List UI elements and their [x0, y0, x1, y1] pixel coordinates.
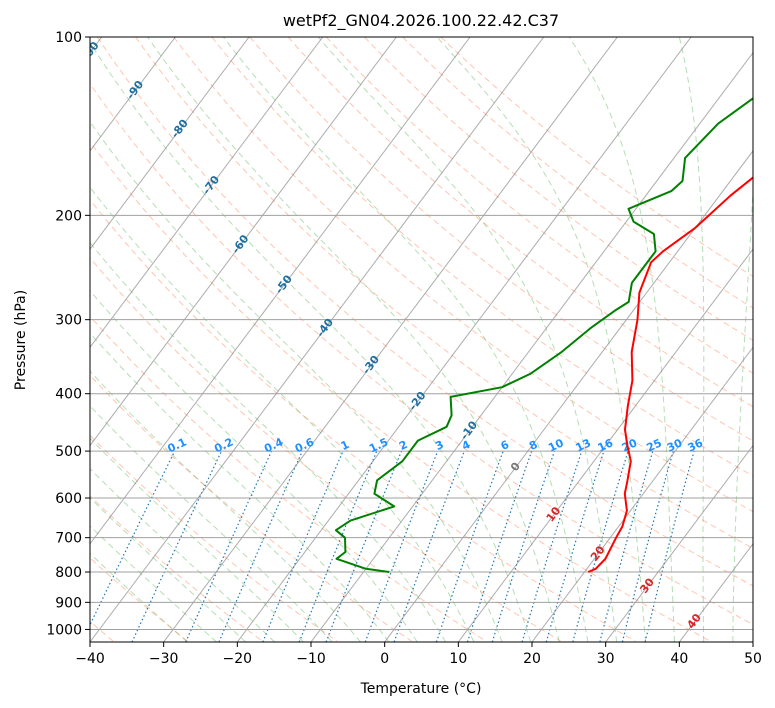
mixing-ratio-label: 10 — [546, 436, 566, 454]
moist-adiabat — [222, 37, 589, 642]
y-tick-label: 600 — [55, 491, 82, 507]
mixing-ratio-label: 20 — [620, 436, 640, 454]
mixing-ratio-line — [298, 450, 378, 642]
dry-adiabat — [90, 434, 338, 642]
x-tick-label: −40 — [75, 651, 105, 667]
isotherm — [90, 37, 397, 447]
dry-adiabat — [90, 257, 561, 642]
mixing-ratio-label: 25 — [644, 436, 663, 454]
isotherm-label: -100 — [75, 39, 102, 69]
dry-adiabat — [90, 83, 753, 626]
moist-adiabat — [90, 289, 418, 642]
moist-adiabat — [732, 180, 753, 642]
isotherm — [163, 37, 618, 642]
isotherm — [531, 346, 753, 642]
y-tick-label: 200 — [55, 208, 82, 224]
mixing-ratio-line — [621, 450, 674, 642]
y-tick-label: 100 — [55, 30, 82, 46]
mixing-ratio-line — [218, 450, 303, 642]
mixing-ratio-line — [491, 450, 555, 642]
moist-adiabat — [678, 37, 705, 642]
dry-adiabat — [90, 140, 711, 642]
x-tick-label: 50 — [744, 651, 762, 667]
isotherm — [90, 37, 176, 152]
dry-adiabat — [440, 37, 753, 278]
isotherm — [90, 37, 324, 349]
y-axis-label: Pressure (hPa) — [13, 290, 29, 390]
mixing-ratio-line — [435, 450, 504, 642]
x-tick-label: 10 — [449, 651, 467, 667]
moist-adiabat — [436, 37, 647, 642]
x-tick-label: −20 — [223, 651, 253, 667]
mixing-ratio-label: 30 — [665, 436, 685, 454]
dry-adiabat — [90, 198, 636, 642]
mixing-ratio-line — [572, 450, 629, 642]
x-tick-label: 40 — [670, 651, 688, 667]
mixing-ratio-line — [599, 450, 654, 642]
isotherm — [605, 444, 753, 642]
dry-adiabat — [135, 37, 753, 549]
isotherm — [752, 641, 753, 642]
dry-adiabat — [90, 315, 487, 642]
isotherm — [236, 37, 692, 642]
mixing-ratio-label: 16 — [596, 436, 616, 454]
mixing-ratio-line — [185, 450, 273, 642]
mixing-ratio-line — [364, 450, 439, 642]
x-tick-label: −10 — [296, 651, 326, 667]
isotherm — [384, 150, 753, 642]
dry-adiabat — [364, 37, 753, 341]
x-axis: −40 −30 −20 −10 0 10 20 30 40 50 — [75, 642, 762, 667]
plot-frame — [89, 36, 754, 643]
y-tick-label: 300 — [55, 313, 82, 329]
moist-adiabat — [317, 37, 618, 642]
moist-adiabat — [90, 121, 503, 642]
x-axis-label: Temperature (°C) — [360, 681, 482, 697]
mixing-ratio-line — [262, 450, 344, 642]
isotherm — [90, 37, 545, 642]
y-tick-label: 800 — [55, 565, 82, 581]
mixing-ratio-label: 36 — [686, 436, 706, 454]
moist-adiabat — [90, 497, 247, 642]
mixing-ratio-line — [545, 450, 605, 642]
x-tick-label: 0 — [380, 651, 389, 667]
temperature-profile-line — [587, 176, 753, 573]
moist-adiabat — [90, 41, 532, 642]
mixing-ratio-line — [90, 450, 176, 627]
x-tick-label: 20 — [523, 651, 541, 667]
chart-title: wetPf2_GN04.2026.100.22.42.C37 — [283, 11, 559, 31]
dry-adiabat — [325, 37, 753, 374]
isotherm — [310, 51, 753, 642]
isotherm — [90, 37, 250, 250]
dry-adiabat — [211, 37, 753, 477]
moist-adiabat — [568, 37, 676, 642]
mixing-ratio-line — [325, 450, 403, 642]
moist-adiabat — [90, 552, 188, 642]
y-tick-label: 500 — [55, 444, 82, 460]
isotherm — [90, 37, 471, 545]
y-tick-label: 700 — [55, 531, 82, 547]
dewpoint-profile-line — [334, 97, 753, 573]
moist-adiabat — [147, 37, 560, 642]
mixing-ratio-line — [521, 450, 583, 642]
background-lines — [90, 37, 753, 642]
x-tick-label: −30 — [149, 651, 179, 667]
x-tick-label: 30 — [597, 651, 615, 667]
y-axis: 100 200 300 400 500 600 700 800 900 1000 — [46, 30, 90, 638]
dry-adiabat — [96, 37, 753, 587]
mixing-ratio-line — [466, 450, 533, 642]
isotherm — [457, 248, 753, 642]
y-tick-label: 1000 — [46, 622, 82, 638]
moist-adiabat — [90, 241, 446, 642]
y-tick-label: 900 — [55, 595, 82, 611]
mixing-ratio-label: 13 — [574, 436, 593, 454]
plot-background — [90, 37, 753, 642]
moist-adiabat — [90, 405, 333, 642]
y-tick-label: 400 — [55, 387, 82, 403]
dry-adiabat — [287, 37, 753, 408]
dry-adiabat — [173, 37, 753, 513]
profiles — [334, 97, 753, 573]
dry-adiabat — [90, 374, 412, 642]
